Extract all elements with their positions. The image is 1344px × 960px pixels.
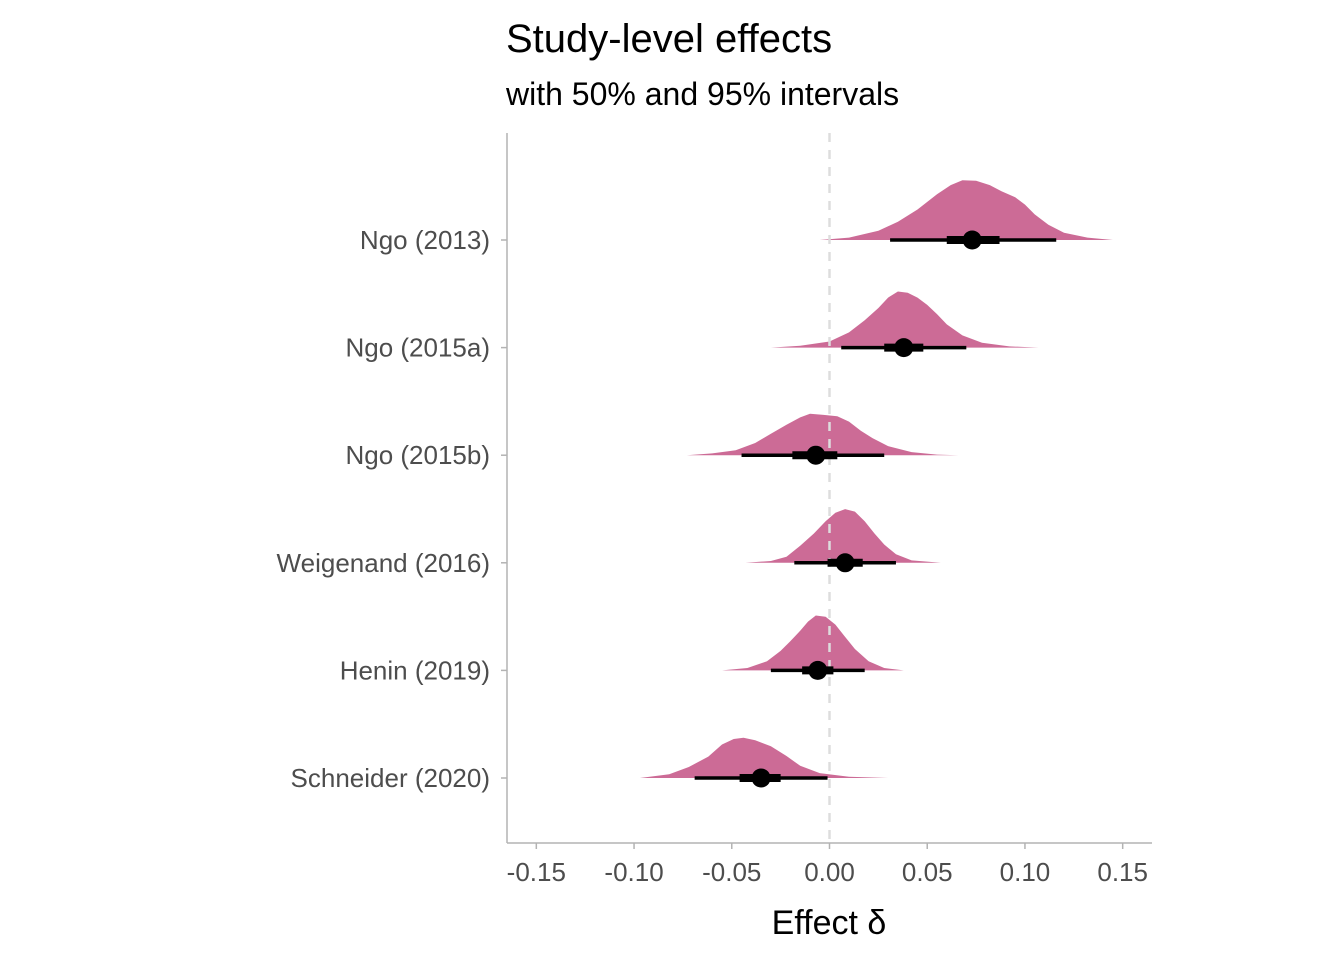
y-axis-ticks: Ngo (2013) Ngo (2015a) Ngo (2015b) Weigenan…: [277, 225, 507, 793]
x-axis-ticks: -0.15 -0.10 -0.05 0.00 0.05 0.10 0.15: [507, 843, 1148, 887]
median-point: [751, 768, 771, 788]
density-ridge: [819, 180, 1113, 240]
density-ridge: [745, 509, 941, 563]
median-point: [835, 553, 855, 573]
y-tick-label: Weigenand (2016): [277, 548, 490, 578]
y-tick-label: Ngo (2013): [360, 225, 490, 255]
y-tick-label: Schneider (2020): [291, 763, 490, 793]
density-layer: [639, 180, 1113, 778]
x-tick-label: -0.15: [507, 857, 566, 887]
y-tick-label: Henin (2019): [340, 655, 490, 685]
density-ridge: [686, 413, 959, 456]
x-tick-label: 0.15: [1097, 857, 1148, 887]
density-ridge: [770, 291, 1039, 348]
density-ridge: [722, 615, 904, 671]
chart-subtitle: with 50% and 95% intervals: [505, 76, 899, 112]
density-ridge: [639, 737, 889, 778]
median-point: [962, 230, 982, 250]
x-tick-label: 0.10: [1000, 857, 1051, 887]
median-point: [806, 445, 826, 465]
median-point: [894, 338, 914, 358]
x-tick-label: -0.05: [702, 857, 761, 887]
x-tick-label: 0.00: [804, 857, 855, 887]
median-point: [808, 660, 828, 680]
interval-layer: [694, 230, 1057, 788]
chart-title: Study-level effects: [506, 17, 832, 61]
x-axis-title: Effect δ: [772, 904, 887, 942]
y-tick-label: Ngo (2015b): [345, 440, 490, 470]
x-tick-label: 0.05: [902, 857, 953, 887]
x-tick-label: -0.10: [604, 857, 663, 887]
y-tick-label: Ngo (2015a): [345, 333, 490, 363]
